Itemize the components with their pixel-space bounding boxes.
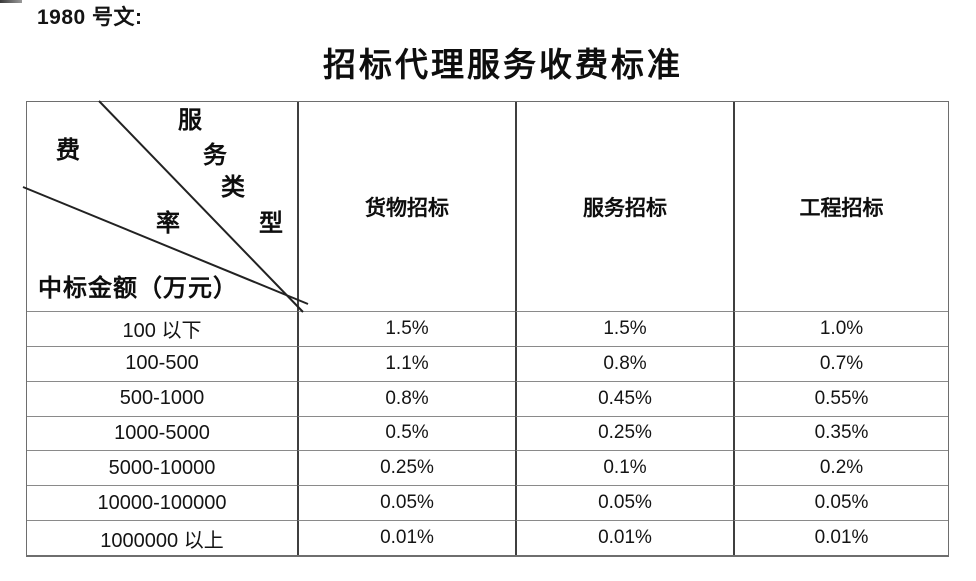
row-label: 1000-5000 (27, 415, 297, 451)
fee-value: 0.5% (297, 415, 515, 451)
row-label: 5000-10000 (27, 450, 297, 485)
fee-value: 0.35% (733, 415, 948, 451)
fee-value: 0.01% (733, 520, 948, 555)
fee-value: 0.01% (297, 520, 515, 555)
diagonal-divider-lines (22, 100, 309, 313)
fee-value: 1.0% (733, 311, 948, 346)
fee-value: 0.25% (297, 450, 515, 486)
fee-value: 0.05% (515, 485, 733, 521)
table-corner-cell: 服 务 类 型 费 率 中标金额（万元） (22, 100, 309, 313)
fee-value: 0.05% (297, 485, 515, 521)
row-label: 500-1000 (27, 380, 297, 416)
row-label: 100 以下 (27, 311, 297, 346)
fee-value: 0.55% (733, 380, 948, 416)
fee-value: 1.5% (515, 311, 733, 346)
fee-value: 0.25% (515, 415, 733, 451)
row-label: 100-500 (27, 345, 297, 381)
column-header-services-bidding: 服务招标 (515, 102, 733, 311)
row-label: 10000-100000 (27, 485, 297, 520)
fee-value: 0.8% (515, 345, 733, 381)
row-label: 1000000 以上 (27, 520, 297, 555)
page-title: 招标代理服务收费标准 (323, 48, 683, 84)
screen-corner-artifact (0, 0, 22, 3)
corner-label-service-type-char: 务 (203, 143, 227, 169)
fee-value: 0.1% (515, 450, 733, 486)
fee-value: 0.01% (515, 520, 733, 555)
corner-label-service-type-char: 类 (221, 175, 245, 201)
fee-value: 1.5% (297, 311, 515, 346)
corner-label-fee-rate-char: 率 (156, 211, 180, 237)
doc-number: 1980 号文: (37, 6, 143, 29)
fee-value: 0.05% (733, 485, 948, 521)
fee-value: 0.2% (733, 450, 948, 486)
corner-label-fee-rate-char: 费 (56, 138, 80, 164)
fee-value: 0.8% (297, 380, 515, 416)
column-header-works-bidding: 工程招标 (733, 102, 948, 311)
corner-label-bid-amount: 中标金额（万元） (38, 276, 238, 302)
fee-value: 1.1% (297, 345, 515, 381)
corner-label-service-type-char: 型 (259, 211, 283, 237)
column-header-goods-bidding: 货物招标 (297, 102, 515, 311)
fee-value: 0.45% (515, 380, 733, 416)
fee-value: 0.7% (733, 345, 948, 381)
fee-standard-table: 服 务 类 型 费 率 中标金额（万元） 货物招标 服务招标 工程招标 100 … (22, 100, 949, 557)
corner-label-service-type-char: 服 (178, 108, 202, 134)
